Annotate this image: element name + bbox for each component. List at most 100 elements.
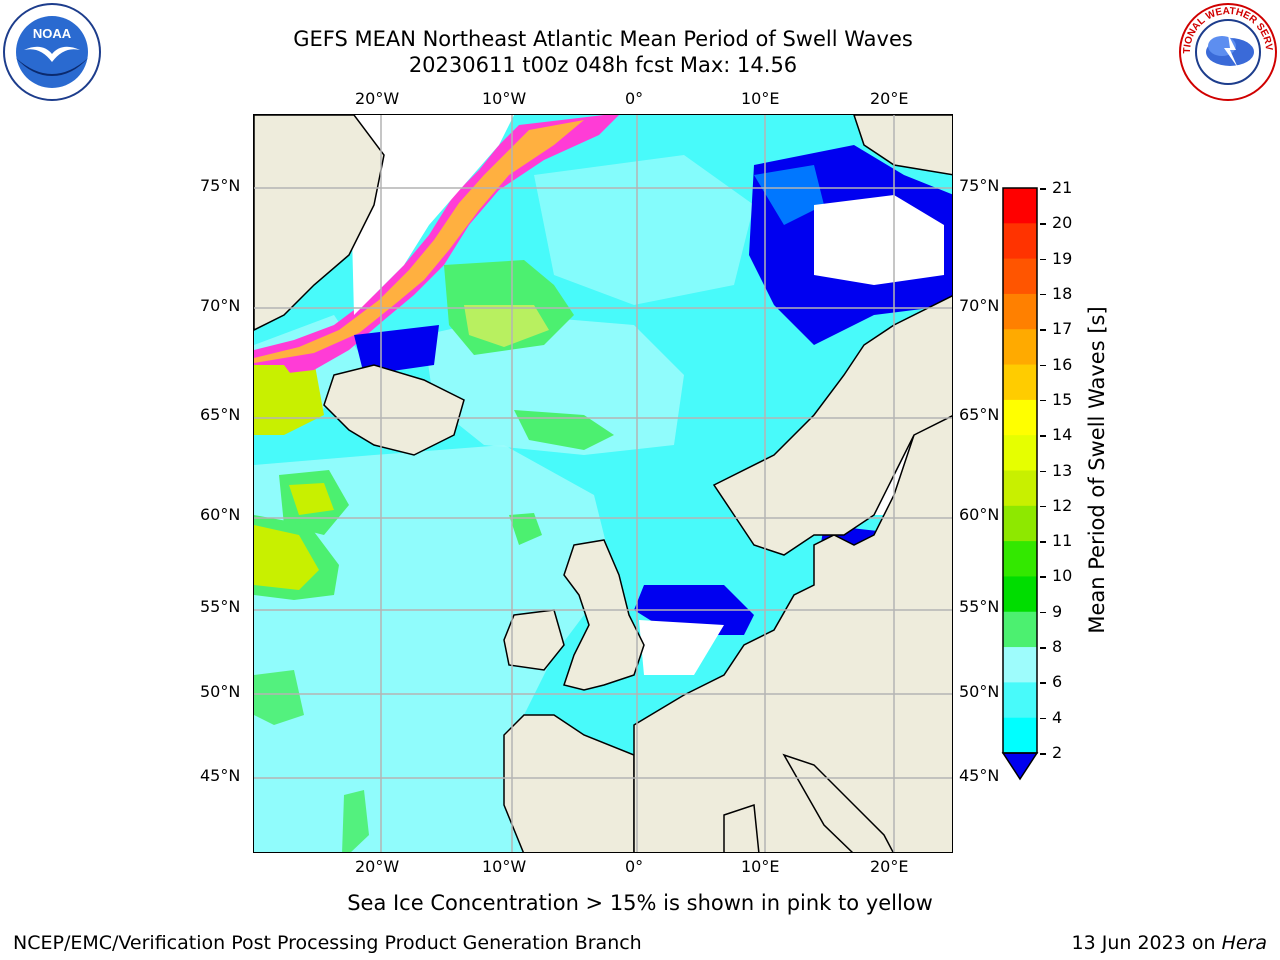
colorbar-tick-label: 17 [1052,319,1073,339]
colorbar-segment [1003,647,1037,683]
lon-label-bottom: 10°E [741,857,780,876]
colorbar-tick-label: 15 [1052,389,1073,409]
colorbar-tick-mark [1040,505,1046,508]
colorbar-tick-mark [1040,470,1046,472]
colorbar-segment [1003,682,1037,719]
mid-swell-barents [754,165,824,225]
graticule [254,115,952,852]
colorbar-tick-label: 10 [1052,566,1073,586]
lat-label-right: 70°N [959,296,1000,315]
land-great-britain [563,539,645,691]
lat-label-left: 55°N [200,597,241,616]
colorbar-tick-label: 16 [1052,354,1073,374]
colorbar-tick-mark [1040,223,1046,225]
lon-label-top: 0° [625,89,644,108]
colorbar-tick-label: 20 [1052,213,1073,233]
lat-label-right: 60°N [959,505,1000,524]
swell-yellowgreen-core-3 [289,483,334,515]
land-svalbard [853,115,952,176]
lat-label-right: 45°N [959,766,1000,785]
colorbar-frame [1002,187,1038,754]
swell-light-zone-west [254,445,614,852]
lon-label-bottom: 10°W [482,857,527,876]
chart-subtitle: 20230611 t00z 048h fcst Max: 14.56 [408,53,798,77]
colorbar-segment [1003,541,1037,577]
white-area-wadden [639,620,724,675]
land-iberia [503,714,635,852]
colorbar-tick-label: 6 [1052,672,1063,692]
lat-label-right: 50°N [959,682,1000,701]
colorbar-segment [1003,576,1037,613]
lat-label-left: 75°N [200,176,241,195]
lat-label-right: 55°N [959,597,1000,616]
colorbar-tick-mark [1040,188,1046,190]
lon-label-bottom: 0° [625,857,644,876]
colorbar-tick-mark [1040,541,1046,543]
colorbar-tick-mark [1040,293,1046,296]
colorbar-tick-label: 4 [1052,707,1063,727]
colorbar-tick-mark [1040,682,1046,684]
colorbar-segment [1003,188,1037,224]
sea-ice-orange [254,120,584,363]
swell-yellowgreen-core-1 [464,305,549,347]
colorbar-tick-mark [1040,717,1046,720]
lon-label-top: 20°E [870,89,909,108]
colorbar-segment [1003,293,1037,330]
noaa-logo-icon: NOAA [3,3,101,101]
colorbar-tick-mark [1040,435,1046,437]
swell-green-core-6 [254,670,304,725]
chart-title: GEFS MEAN Northeast Atlantic Mean Period… [293,27,913,51]
white-area-greenland-ice [349,115,514,315]
colorbar-tick-mark [1040,576,1046,578]
swell-green-core-5 [509,513,542,545]
host-name: Hera [1221,932,1267,954]
colorbar-tick-mark [1040,647,1046,649]
lon-label-bottom: 20°W [355,857,400,876]
lat-label-left: 70°N [200,296,241,315]
lat-label-left: 50°N [200,682,241,701]
colorbar-tick-label: 18 [1052,283,1073,303]
swell-period-map [254,115,952,852]
lat-label-left: 60°N [200,505,241,524]
swell-yellowgreen-core-4 [254,525,319,590]
colorbar-segment [1003,470,1037,507]
map-panel [253,114,953,853]
colorbar-tick-label: 2 [1052,743,1063,762]
colorbar-segment [1003,505,1037,542]
lat-label-right: 75°N [959,176,1000,195]
land-scandinavia [712,295,952,556]
colorbar-tick-label: 11 [1052,531,1073,551]
lon-label-bottom: 20°E [870,857,909,876]
nws-logo-icon: NATIONAL WEATHER SERVICE [1178,2,1277,101]
colorbar-segment [1003,223,1037,260]
swell-green-core-7 [342,790,369,852]
colorbar-tick-mark [1040,364,1046,367]
colorbar-tick-label: 9 [1052,601,1063,621]
colorbar-tick-mark [1040,611,1046,614]
date-stamp-text: 13 Jun 2023 on [1071,932,1222,954]
colorbar-segment [1003,717,1037,754]
colorbar-segment [1003,611,1037,648]
lat-label-left: 65°N [200,405,241,424]
land-greenland [254,115,385,331]
colorbar-tick-mark [1040,329,1046,331]
colorbar-segment [1003,258,1037,295]
colorbar-tick-label: 14 [1052,425,1073,445]
colorbar-tick-mark [1040,258,1046,261]
lon-label-top: 10°W [482,89,527,108]
lat-label-right: 65°N [959,405,1000,424]
noaa-logo-text: NOAA [33,26,72,41]
land-italy [782,753,894,852]
colorbar-segment [1003,435,1037,471]
lon-label-top: 10°E [741,89,780,108]
colorbar-segment [1003,364,1037,401]
colorbar-label: Mean Period of Swell Waves [s] [1085,306,1109,634]
colorbar-tick-label: 8 [1052,637,1063,657]
lon-label-top: 20°W [355,89,400,108]
date-stamp: 13 Jun 2023 on Hera [1072,932,1267,954]
credit-line: NCEP/EMC/Verification Post Processing Pr… [13,932,642,954]
colorbar-tick-mark [1040,753,1046,755]
short-swell-north-iceland [354,325,439,375]
colorbar-segment [1003,329,1037,366]
colorbar-tick-label: 12 [1052,495,1073,515]
